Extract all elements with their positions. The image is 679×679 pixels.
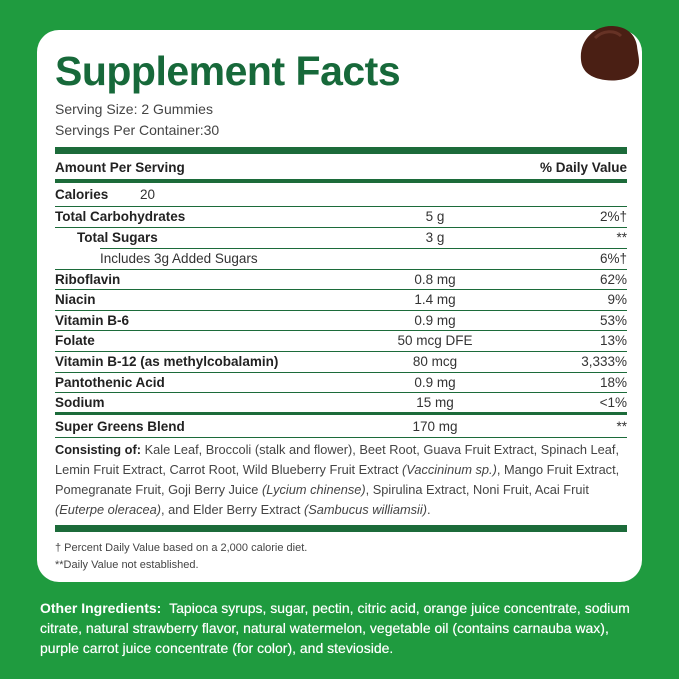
ingredient-text: , Mango Fruit Extract, Pomegranate Fruit…: [55, 462, 620, 497]
amount: 15 mg: [416, 395, 454, 410]
daily-value: **: [616, 230, 627, 245]
facts-card: Supplement Facts Serving Size: 2 Gummies…: [37, 25, 642, 582]
other-ingredients: Other Ingredients: Tapioca syrups, sugar…: [40, 598, 650, 658]
daily-value: <1%: [599, 395, 627, 410]
blend-label: Consisting of:: [55, 442, 142, 457]
daily-value: 6%†: [599, 251, 627, 266]
daily-value: 9%: [607, 292, 627, 307]
row: Vitamin B-12 (as methylcobalamin) 80 mcg 3…: [55, 351, 627, 372]
gummy-image: [580, 25, 640, 81]
footnote: † Percent Daily Value based on a 2,000 c…: [55, 542, 308, 554]
daily-value: 53%: [599, 313, 627, 328]
divider: [55, 437, 627, 438]
divider: [55, 412, 627, 415]
row: Vitamin B-6 0.9 mg 53%: [55, 310, 627, 331]
amount: 0.8 mg: [414, 272, 456, 287]
nutrient-name: Pantothenic Acid: [55, 375, 165, 390]
blend-text: Kale Leaf, Broccoli (stalk and flower), …: [55, 442, 619, 517]
row: Pantothenic Acid 0.9 mg 18%: [55, 372, 627, 393]
divider: [55, 525, 627, 532]
daily-value: **: [616, 419, 627, 434]
ingredient-text: .: [426, 502, 431, 517]
row: Super Greens Blend 170 mg **: [55, 417, 627, 437]
amount: 0.9 mg: [414, 375, 456, 390]
amount: 1.4 mg: [414, 292, 456, 307]
daily-value: 2%†: [599, 209, 627, 224]
servings-per-container: Servings Per Container:30: [55, 122, 220, 138]
nutrient-name: Total Sugars: [77, 230, 158, 245]
row: Sodium 15 mg <1%: [55, 392, 627, 413]
column-header: % Daily Value: [539, 160, 627, 175]
row: Total Carbohydrates 5 g 2%†: [55, 206, 627, 227]
nutrient-name: Niacin: [55, 292, 96, 307]
nutrient-name: Total Carbohydrates: [55, 209, 186, 224]
ingredient-text: , Spirulina Extract, Noni Fruit, Acai Fr…: [365, 482, 589, 497]
ingredient-text: , and Elder Berry Extract: [161, 502, 301, 517]
nutrient-name: Super Greens Blend: [55, 419, 185, 434]
other-ingredients-text: Tapioca syrups, sugar, pectin, citric ac…: [40, 600, 630, 656]
daily-value: 18%: [599, 375, 627, 390]
amount: 0.9 mg: [414, 313, 456, 328]
amount: 5 g: [425, 209, 445, 224]
ingredient-text: Kale Leaf, Broccoli (stalk and flower), …: [55, 442, 620, 477]
nutrient-name: Folate: [55, 333, 95, 348]
latin-name: (Lycium chinense): [261, 482, 366, 497]
daily-value: 3,333%: [581, 354, 627, 369]
daily-value: 62%: [599, 272, 627, 287]
latin-name: (Sambucus williamsii): [303, 502, 427, 517]
row: Includes 3g Added Sugars 6%†: [100, 248, 627, 269]
divider: [55, 147, 627, 154]
latin-name: (Vaccininum sp.): [402, 462, 497, 477]
nutrient-name: Vitamin B-6: [55, 313, 130, 328]
amount: 3 g: [425, 230, 445, 245]
amount: 170 mg: [412, 419, 458, 434]
title: Supplement Facts: [55, 48, 401, 94]
nutrient-name: Calories: [55, 187, 109, 202]
row: Riboflavin 0.8 mg 62%: [55, 269, 627, 290]
footnote: **Daily Value not established.: [55, 559, 199, 571]
amount: 20: [140, 187, 156, 202]
nutrient-name: Vitamin B-12 (as methylcobalamin): [55, 354, 279, 369]
column-header: Amount Per Serving: [55, 160, 185, 175]
nutrient-name: Includes 3g Added Sugars: [100, 251, 258, 266]
amount: 50 mcg DFE: [397, 333, 473, 348]
nutrient-name: Sodium: [55, 395, 105, 410]
nutrient-name: Riboflavin: [55, 272, 121, 287]
amount: 80 mcg: [412, 354, 458, 369]
row: Folate 50 mcg DFE 13%: [55, 330, 627, 351]
divider: [55, 179, 627, 183]
row: Total Sugars 3 g **: [55, 227, 627, 248]
row: Niacin 1.4 mg 9%: [55, 289, 627, 310]
other-ingredients-label: Other Ingredients:: [40, 600, 162, 616]
blend-ingredients: Consisting of: Kale Leaf, Broccoli (stal…: [55, 440, 627, 520]
serving-size: Serving Size: 2 Gummies: [55, 101, 213, 117]
latin-name: (Euterpe oleracea): [55, 502, 161, 517]
daily-value: 13%: [599, 333, 627, 348]
row: Calories 20: [55, 185, 627, 205]
